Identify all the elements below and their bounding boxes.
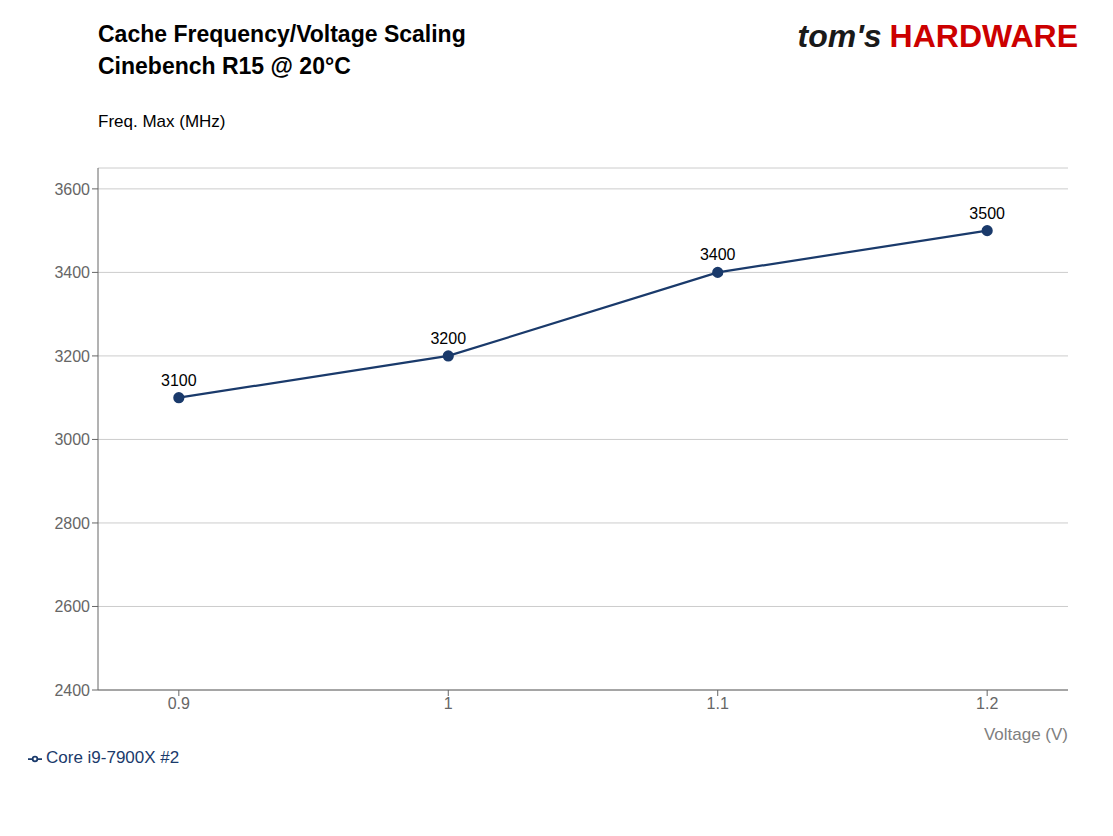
svg-text:3100: 3100 <box>161 372 197 389</box>
html-text:Freq. Max (MHz): Freq. Max (MHz) <box>98 112 226 131</box>
svg-text:3200: 3200 <box>54 348 90 365</box>
html-text:tom's HARDWARE: tom's HARDWARE <box>797 18 1078 54</box>
svg-text:Voltage (V): Voltage (V) <box>984 725 1068 744</box>
svg-text:3400: 3400 <box>700 246 736 263</box>
svg-text:1.2: 1.2 <box>976 695 998 712</box>
svg-text:2600: 2600 <box>54 598 90 615</box>
svg-text:0.9: 0.9 <box>168 695 190 712</box>
svg-text:3200: 3200 <box>430 330 466 347</box>
svg-text:1.1: 1.1 <box>707 695 729 712</box>
svg-text:3600: 3600 <box>54 181 90 198</box>
svg-text:2400: 2400 <box>54 682 90 699</box>
html-text:Core i9-7900X #2: Core i9-7900X #2 <box>46 748 180 767</box>
html-text:Cache Frequency/Voltage Scalin: Cache Frequency/Voltage Scaling <box>98 21 466 47</box>
svg-text:2800: 2800 <box>54 515 90 532</box>
html-text:Cinebench R15 @ 20°C: Cinebench R15 @ 20°C <box>98 53 351 79</box>
svg-text:1: 1 <box>444 695 453 712</box>
svg-text:3000: 3000 <box>54 431 90 448</box>
svg-text:3400: 3400 <box>54 264 90 281</box>
svg-text:3500: 3500 <box>969 205 1005 222</box>
